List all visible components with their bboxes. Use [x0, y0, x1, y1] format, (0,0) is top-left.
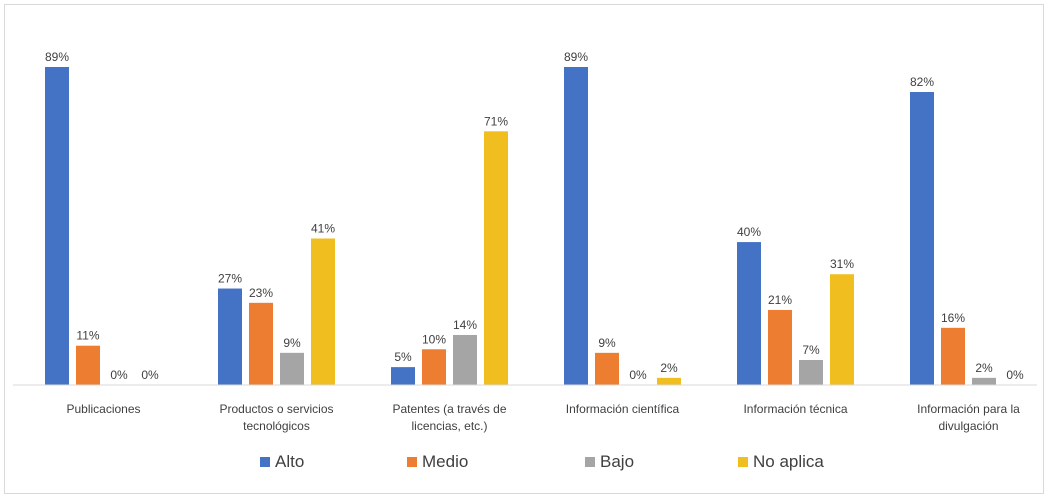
data-label-medio-4: 21% — [768, 293, 792, 307]
bars-layer — [45, 67, 996, 386]
category-label-4: Información técnica — [743, 402, 847, 416]
category-label-2: Patentes (a través de licencias, etc.) — [392, 402, 506, 433]
data-label-medio-1: 23% — [249, 286, 273, 300]
legend-label-bajo: Bajo — [600, 452, 634, 471]
data-label-medio-3: 9% — [598, 336, 616, 350]
bar-no-aplica-3 — [657, 377, 681, 385]
bar-medio-5 — [941, 327, 965, 385]
legend-label-medio: Medio — [422, 452, 468, 471]
legend-swatch-bajo — [585, 457, 595, 467]
data-label-medio-0: 11% — [76, 329, 99, 343]
data-label-medio-2: 10% — [422, 332, 446, 346]
bar-alto-2 — [391, 367, 415, 385]
data-label-alto-4: 40% — [737, 225, 761, 239]
data-label-alto-1: 27% — [218, 272, 242, 286]
bar-no-aplica-4 — [830, 274, 854, 385]
legend-swatch-alto — [260, 457, 270, 467]
bar-bajo-4 — [799, 359, 823, 385]
data-label-no-aplica-0: 0% — [141, 368, 159, 382]
bar-alto-0 — [45, 67, 69, 385]
legend-label-no-aplica: No aplica — [753, 452, 824, 471]
category-labels-layer: Publicaciones Productos o servicios tecnol… — [66, 402, 1020, 433]
data-label-no-aplica-2: 71% — [484, 114, 508, 128]
data-label-bajo-4: 7% — [802, 343, 820, 357]
category-label-1: Productos o servicios tecnológicos — [219, 402, 333, 433]
data-label-no-aplica-4: 31% — [830, 257, 854, 271]
bar-no-aplica-1 — [311, 238, 335, 385]
bar-alto-1 — [218, 288, 242, 385]
bar-labels-layer: 89% 11% 0% 0% 27% 23% 9% 41% 5% 10% 14% 71% 89% 9% 0% 2… — [45, 50, 1024, 382]
bar-alto-5 — [910, 92, 934, 386]
bar-medio-1 — [249, 302, 273, 385]
legend: Alto Medio Bajo No aplica — [260, 452, 824, 471]
data-label-alto-0: 89% — [45, 50, 69, 64]
data-label-bajo-1: 9% — [283, 336, 301, 350]
category-label-3: Información científica — [566, 402, 680, 416]
legend-swatch-no-aplica — [738, 457, 748, 467]
data-label-bajo-3: 0% — [629, 368, 647, 382]
bar-alto-3 — [564, 67, 588, 385]
data-label-alto-3: 89% — [564, 50, 588, 64]
bar-medio-3 — [595, 352, 619, 385]
bar-medio-0 — [76, 345, 100, 385]
bar-bajo-1 — [280, 352, 304, 385]
bar-medio-2 — [422, 349, 446, 385]
data-label-no-aplica-1: 41% — [311, 222, 335, 236]
data-label-no-aplica-5: 0% — [1006, 368, 1024, 382]
grouped-bar-chart: 89% 11% 0% 0% 27% 23% 9% 41% 5% 10% 14% 71% 89% 9% 0% 2… — [13, 50, 1037, 471]
bar-alto-4 — [737, 242, 761, 385]
data-label-alto-5: 82% — [910, 75, 934, 89]
bar-no-aplica-2 — [484, 131, 508, 385]
data-label-bajo-0: 0% — [110, 368, 128, 382]
data-label-no-aplica-3: 2% — [660, 361, 678, 375]
legend-swatch-medio — [407, 457, 417, 467]
legend-label-alto: Alto — [275, 452, 304, 471]
bar-bajo-5 — [972, 377, 996, 385]
category-label-5: Información para la divulgación — [917, 402, 1020, 433]
chart-frame: 89% 11% 0% 0% 27% 23% 9% 41% 5% 10% 14% 71% 89% 9% 0% 2… — [4, 4, 1044, 494]
bar-bajo-2 — [453, 334, 477, 385]
category-label-0: Publicaciones — [66, 402, 140, 416]
data-label-medio-5: 16% — [941, 311, 965, 325]
data-label-bajo-5: 2% — [975, 361, 993, 375]
data-label-bajo-2: 14% — [453, 318, 477, 332]
data-label-alto-2: 5% — [394, 350, 412, 364]
bar-medio-4 — [768, 309, 792, 385]
